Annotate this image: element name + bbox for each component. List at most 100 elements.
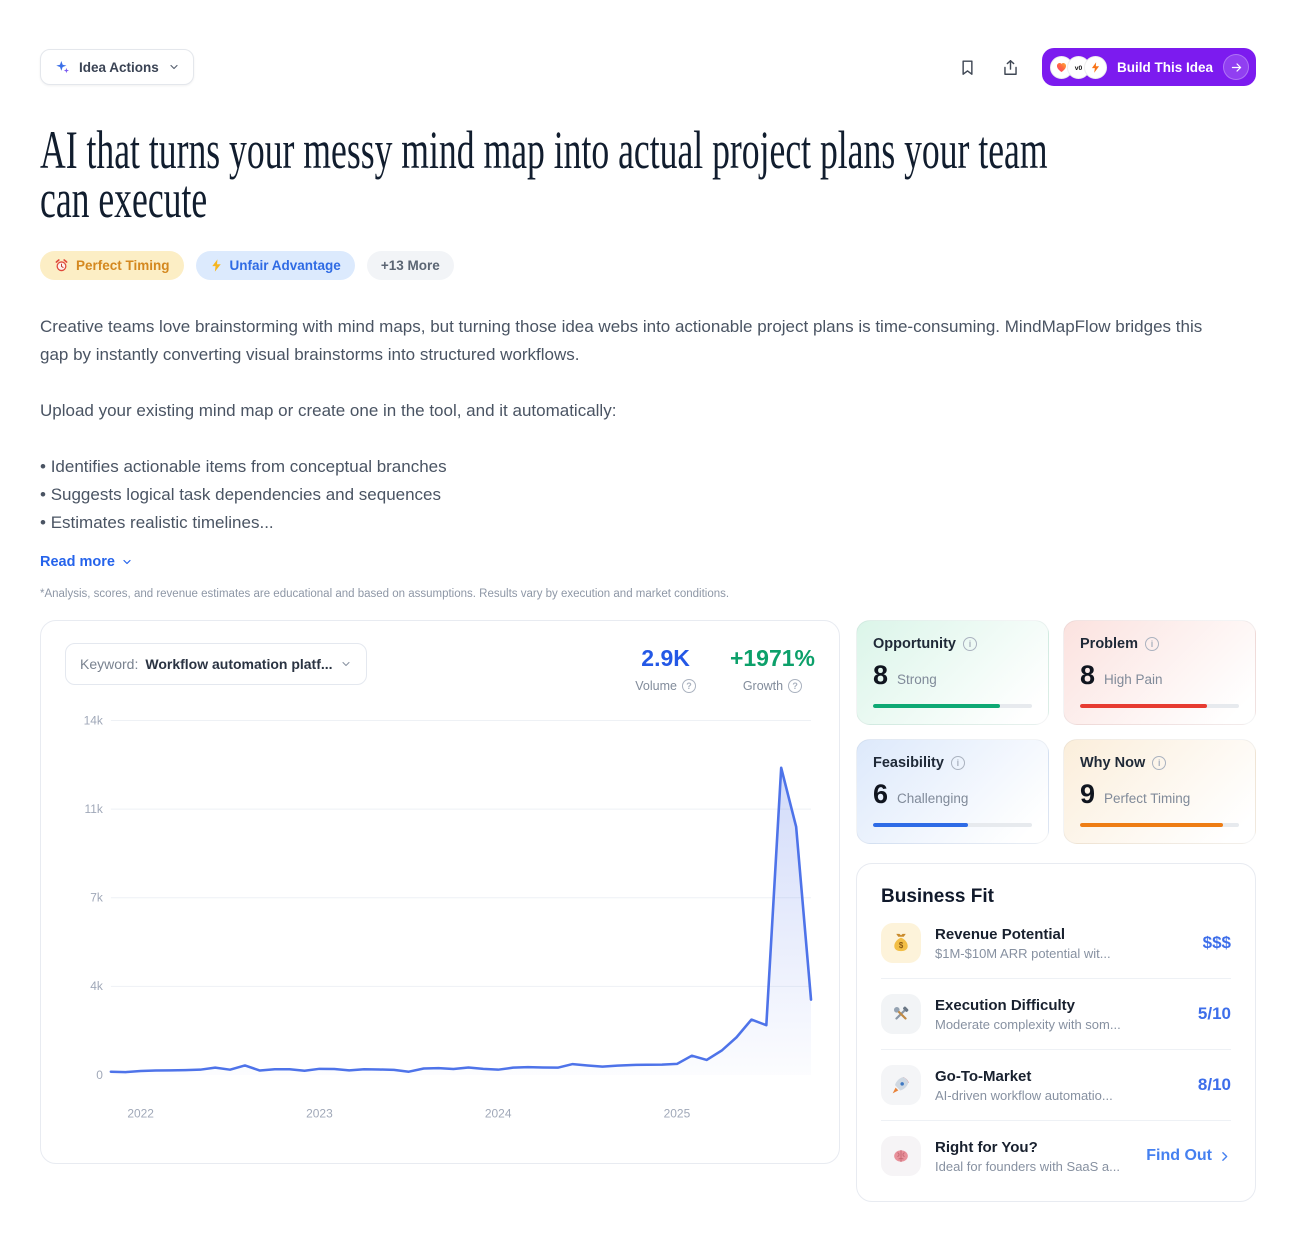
idea-actions-label: Idea Actions bbox=[79, 59, 159, 75]
keyword-dropdown[interactable]: Keyword: Workflow automation platf... bbox=[65, 643, 367, 685]
volume-label: Volume bbox=[635, 679, 677, 693]
go-to-market-value: 8/10 bbox=[1197, 1075, 1231, 1094]
chart-header: Keyword: Workflow automation platf... 2.… bbox=[65, 643, 815, 693]
chevron-right-icon bbox=[1222, 1151, 1228, 1161]
brain-icon bbox=[881, 1136, 921, 1176]
score-card-problem: Problem 8 High Pain bbox=[1063, 620, 1256, 725]
volume-stat: 2.9K Volume bbox=[635, 645, 696, 693]
score-number: 8 bbox=[873, 660, 889, 690]
feature-bullets: Identifies actionable items from concept… bbox=[40, 453, 1210, 537]
business-fit-row-desc: $1M-$10M ARR potential wit... bbox=[935, 945, 1111, 961]
svg-text:14k: 14k bbox=[84, 715, 103, 728]
svg-text:2022: 2022 bbox=[127, 1108, 154, 1121]
info-icon[interactable] bbox=[962, 637, 977, 651]
lightning-icon bbox=[211, 259, 221, 272]
build-this-idea-label: Build This Idea bbox=[1116, 59, 1213, 75]
read-more-label: Read more bbox=[40, 554, 115, 570]
score-bar-fill bbox=[873, 823, 969, 827]
score-title: Problem bbox=[1080, 636, 1139, 652]
trend-chart-card: Keyword: Workflow automation platf... 2.… bbox=[40, 620, 840, 1164]
share-icon bbox=[1004, 59, 1017, 75]
score-card-why-now: Why Now 9 Perfect Timing bbox=[1063, 739, 1256, 844]
score-label: Challenging bbox=[897, 791, 969, 806]
business-fit-row-desc: Ideal for founders with SaaS a... bbox=[935, 1158, 1120, 1174]
score-label: High Pain bbox=[1104, 672, 1163, 687]
main-grid: Keyword: Workflow automation platf... 2.… bbox=[40, 620, 1256, 1202]
bookmark-button[interactable] bbox=[956, 56, 979, 79]
toolbar: Idea Actions v0 bbox=[40, 48, 1256, 86]
builder-logos: v0 bbox=[1049, 55, 1107, 79]
score-bar-track bbox=[873, 823, 1032, 827]
page-title-line-1: AI that turns your messy mind map into a… bbox=[40, 120, 1048, 180]
right-column: Opportunity 8 Strong Problem 8 bbox=[856, 620, 1256, 1202]
build-this-idea-button[interactable]: v0 Build This Idea bbox=[1041, 48, 1256, 86]
trend-line-chart: 0 4k 7k 11k 14k 2022 2023 2024 2025 bbox=[84, 715, 813, 1121]
tag-label: Perfect Timing bbox=[76, 258, 170, 273]
business-fit-row-revenue: $ Revenue Potential $1M-$10M ARR potenti… bbox=[881, 908, 1231, 979]
business-fit-row-name: Right for You? bbox=[935, 1138, 1038, 1156]
rocket-icon bbox=[881, 1065, 921, 1105]
svg-text:$: $ bbox=[899, 941, 904, 950]
read-more-link[interactable]: Read more bbox=[40, 554, 133, 570]
tag-label: Unfair Advantage bbox=[229, 258, 341, 273]
score-grid: Opportunity 8 Strong Problem 8 bbox=[856, 620, 1256, 844]
svg-text:7k: 7k bbox=[90, 892, 103, 905]
score-number: 8 bbox=[1080, 660, 1096, 690]
growth-label: Growth bbox=[742, 679, 784, 693]
chevron-down-icon bbox=[170, 64, 178, 70]
business-fit-card: Business Fit $ Revenue Potential $1M-$10… bbox=[856, 863, 1256, 1202]
business-fit-row-name: Go-To-Market bbox=[935, 1067, 1032, 1085]
growth-stat: +1971% Growth bbox=[730, 645, 815, 693]
idea-actions-button[interactable]: Idea Actions bbox=[40, 49, 194, 85]
money-bag-icon: $ bbox=[881, 923, 921, 963]
find-out-label: Find Out bbox=[1146, 1147, 1212, 1164]
bolt-logo-icon bbox=[1083, 55, 1107, 79]
volume-value: 2.9K bbox=[641, 645, 690, 671]
score-title: Opportunity bbox=[873, 636, 956, 652]
score-label: Perfect Timing bbox=[1104, 791, 1191, 806]
tag-perfect-timing: Perfect Timing bbox=[40, 251, 184, 280]
svg-text:2024: 2024 bbox=[485, 1108, 512, 1121]
help-icon[interactable] bbox=[788, 679, 803, 693]
score-bar-track bbox=[1080, 823, 1239, 827]
execution-difficulty-value: 5/10 bbox=[1197, 1004, 1231, 1023]
score-number: 9 bbox=[1080, 779, 1096, 809]
info-icon[interactable] bbox=[1152, 756, 1167, 770]
svg-text:0: 0 bbox=[96, 1069, 103, 1082]
tag-row: Perfect Timing Unfair Advantage +13 More bbox=[40, 251, 1256, 280]
score-bar-fill bbox=[873, 704, 1001, 708]
business-fit-row-gtm: Go-To-Market AI-driven workflow automati… bbox=[881, 1050, 1231, 1121]
svg-text:v0: v0 bbox=[1075, 65, 1083, 72]
business-fit-row-right-for-you: Right for You? Ideal for founders with S… bbox=[881, 1121, 1231, 1191]
score-card-feasibility: Feasibility 6 Challenging bbox=[856, 739, 1049, 844]
bullet-item: Suggests logical task dependencies and s… bbox=[40, 481, 1210, 509]
business-fit-row-execution: Execution Difficulty Moderate complexity… bbox=[881, 979, 1231, 1050]
score-bar-track bbox=[1080, 704, 1239, 708]
share-button[interactable] bbox=[999, 56, 1022, 79]
keyword-label: Keyword: bbox=[80, 656, 139, 672]
svg-text:11k: 11k bbox=[85, 803, 104, 816]
info-icon[interactable] bbox=[1145, 637, 1160, 651]
svg-text:2025: 2025 bbox=[664, 1108, 691, 1121]
keyword-value: Workflow automation platf... bbox=[145, 656, 333, 672]
find-out-link[interactable]: Find Out bbox=[1146, 1147, 1231, 1165]
business-fit-row-desc: AI-driven workflow automatio... bbox=[935, 1087, 1113, 1103]
score-label: Strong bbox=[897, 672, 937, 687]
page-title: AI that turns your messy mind map into a… bbox=[40, 120, 1256, 226]
toolbar-right: v0 Build This Idea bbox=[956, 48, 1256, 86]
chevron-down-icon bbox=[341, 661, 350, 667]
tag-more-badge[interactable]: +13 More bbox=[366, 251, 454, 280]
disclaimer-text: *Analysis, scores, and revenue estimates… bbox=[40, 588, 730, 600]
svg-text:2023: 2023 bbox=[306, 1108, 333, 1121]
help-icon[interactable] bbox=[681, 679, 696, 693]
idea-description: Creative teams love brainstorming with m… bbox=[40, 313, 1210, 537]
info-icon[interactable] bbox=[950, 756, 965, 770]
sparkles-icon bbox=[54, 59, 70, 75]
score-title: Why Now bbox=[1080, 755, 1146, 771]
growth-value: +1971% bbox=[729, 645, 815, 671]
description-paragraph-1: Creative teams love brainstorming with m… bbox=[40, 317, 1203, 364]
chevron-down-icon bbox=[123, 559, 131, 565]
score-bar-fill bbox=[1080, 823, 1224, 827]
score-bar-track bbox=[873, 704, 1032, 708]
business-fit-row-name: Execution Difficulty bbox=[935, 996, 1076, 1014]
